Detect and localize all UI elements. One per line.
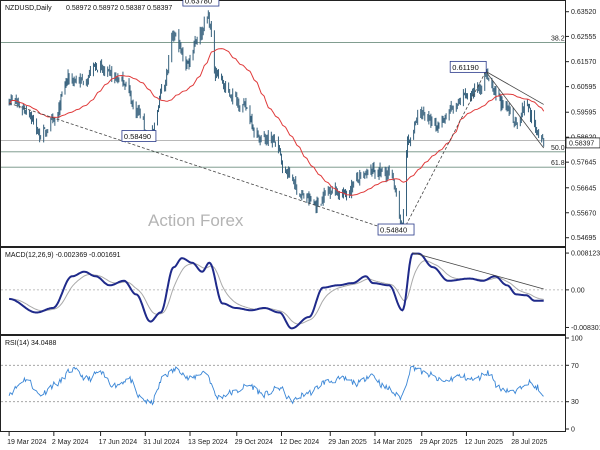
macd-trendline: [412, 252, 544, 290]
price-annotation-box: [182, 0, 220, 7]
rsi-y-tick-label: 100: [571, 336, 583, 343]
price-y-tick-label: 0.63520: [571, 9, 596, 16]
price-y-tick-label: 0.61570: [571, 59, 596, 66]
rsi-title: RSI(14) 34.0488: [5, 340, 56, 347]
macd-y-tick-label: 0.00: [571, 287, 585, 294]
x-tick-label: 31 Jul 2024: [143, 439, 179, 446]
macd-y-tick-label: -0.008301: [571, 325, 600, 332]
rsi-y-tick-label: 30: [571, 399, 579, 406]
fib-level-label: 61.8: [551, 160, 565, 167]
price-y-tick-label: 0.57645: [571, 160, 596, 167]
x-tick-label: 29 Apr 2025: [420, 439, 458, 446]
x-tick-label: 12 Dec 2024: [279, 439, 319, 446]
price-annotation-label: 0.63780: [185, 0, 212, 6]
dashed-trendline: [8, 102, 402, 235]
last-price-label: 0.58397: [569, 140, 594, 147]
x-tick-label: 29 Oct 2024: [235, 439, 273, 446]
ohlc-open: 0.58972: [66, 5, 91, 12]
x-tick-label: 19 Mar 2024: [7, 439, 46, 446]
price-annotation-label: 0.58490: [124, 132, 151, 141]
watermark: Action Forex: [148, 211, 244, 230]
moving-average-line: [8, 48, 545, 196]
price-header: NZDUSD,Daily 0.58972 0.58972 0.58387 0.5…: [5, 5, 172, 12]
price-y-tick-label: 0.56645: [571, 185, 596, 192]
rsi-y-tick-label: 70: [571, 363, 579, 370]
macd-title: MACD(12,26,9) -0.002369 -0.001691: [5, 252, 121, 259]
macd-signal-line: [9, 260, 544, 325]
price-panel-frame: [0, 0, 566, 247]
rsi-y-tick-label: 0: [571, 427, 575, 434]
x-tick-label: 13 Sep 2024: [188, 439, 228, 446]
price-annotation-box: [121, 130, 157, 142]
price-annotation-label: 0.61190: [452, 63, 479, 72]
price-y-tick-label: 0.59595: [571, 110, 596, 117]
x-tick-label: 2 May 2024: [52, 439, 89, 446]
x-tick-label: 28 Jul 2025: [511, 439, 547, 446]
channel-lower-line: [485, 71, 545, 149]
rsi-panel-frame: [0, 335, 566, 432]
x-tick-label: 14 Mar 2025: [373, 439, 412, 446]
ohlc-low: 0.58387: [120, 5, 145, 12]
ohlc-high: 0.58972: [93, 5, 118, 12]
price-y-tick-label: 0.54695: [571, 235, 596, 242]
x-tick-label: 12 Jun 2025: [464, 439, 503, 446]
price-annotation-box: [449, 60, 487, 73]
macd-line: [9, 252, 544, 330]
x-tick-label: 17 Jun 2024: [99, 439, 138, 446]
price-annotation-box: [377, 223, 415, 236]
fib-level-label: 50.0: [551, 145, 565, 152]
price-title: NZDUSD,Daily: [5, 5, 52, 12]
rsi-line: [8, 365, 544, 406]
price-y-tick-label: 0.60595: [571, 84, 596, 91]
price-y-tick-label: 0.62555: [571, 34, 596, 41]
x-tick-label: 29 Jan 2025: [328, 439, 367, 446]
last-price-box: [565, 137, 600, 149]
fib-level-label: 38.2: [551, 35, 565, 42]
price-y-tick-label: 0.55670: [571, 210, 596, 217]
channel-upper-line: [485, 71, 544, 105]
rising-dashed-trendline: [401, 71, 487, 235]
ohlc-close: 0.58397: [147, 5, 172, 12]
price-annotation-label: 0.54840: [380, 226, 407, 235]
macd-y-tick-label: 0.008123: [571, 251, 600, 258]
macd-panel-frame: [0, 247, 566, 335]
